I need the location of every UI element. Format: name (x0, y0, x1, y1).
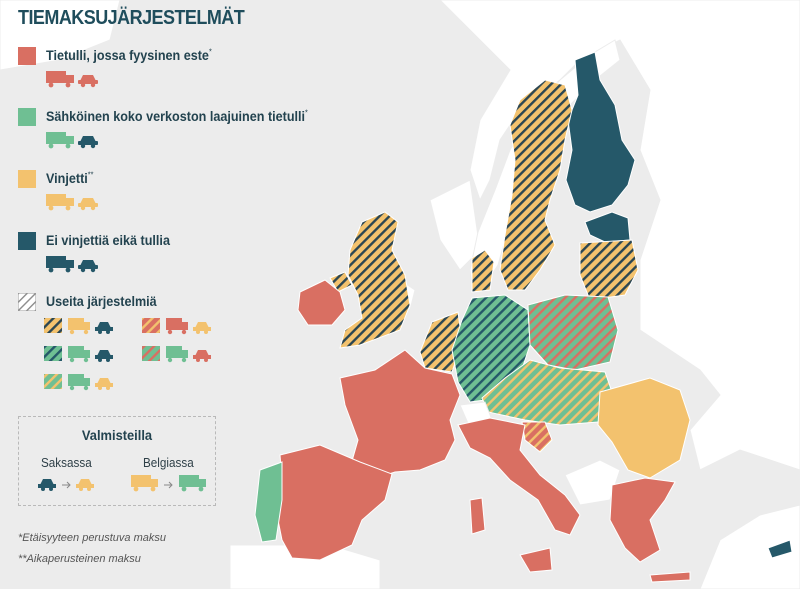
legend-label: Vinjetti (46, 170, 88, 186)
swatch-navy (18, 232, 36, 250)
legend-note: ** (87, 170, 94, 180)
germany-change-icon (38, 479, 94, 491)
country-portugal (254, 461, 283, 543)
combo-red (142, 318, 211, 335)
truck-car-icon (46, 71, 98, 88)
country-sicily (519, 547, 553, 573)
legend-note: * (305, 108, 308, 118)
footnote-distance: *Etäisyyteen perustuva maksu (18, 532, 166, 544)
country-sweden (499, 79, 573, 291)
country-benelux (419, 311, 463, 373)
swatch-green (18, 108, 36, 126)
country-finland (565, 51, 636, 213)
legend-label: Tietulli, jossa fyysinen este (46, 47, 209, 63)
country-cyprus (767, 539, 793, 559)
planned-box: Valmisteilla Saksassa Belgiassa (18, 416, 216, 506)
truck-car-icon (46, 194, 98, 211)
hatched-swatch (18, 293, 36, 311)
country-greece (609, 477, 676, 563)
legend-label: Sähköinen koko verkoston laajuinen tietu… (46, 108, 306, 124)
planned-title: Valmisteilla (81, 427, 153, 443)
belgium-label: Belgiassa (143, 455, 194, 470)
germany-label: Saksassa (41, 455, 92, 470)
truck-car-icon (46, 256, 98, 273)
combo-yellow (44, 318, 113, 335)
combo-green (44, 346, 113, 363)
swatch-yellow (18, 170, 36, 188)
swatch-red (18, 47, 36, 65)
legend-label: Useita järjestelmiä (46, 293, 157, 309)
truck-car-icon (46, 132, 98, 149)
combo-green-yellow (44, 374, 113, 391)
country-poland (527, 294, 619, 371)
country-ireland (297, 279, 346, 326)
country-france (339, 349, 461, 481)
combo-green-red (142, 346, 211, 363)
country-sardinia (469, 497, 486, 535)
page-title: TIEMAKSUJÄRJESTELMÄT (18, 7, 245, 29)
country-united-kingdom (339, 211, 411, 349)
country-croatia (521, 421, 553, 453)
country-crete (649, 571, 691, 583)
country-denmark (471, 249, 495, 293)
country-latvia-lithuania (579, 239, 639, 301)
country-italy (457, 417, 581, 536)
legend-note: * (208, 47, 212, 57)
belgium-change-icon (131, 475, 206, 492)
country-northern-ireland (329, 271, 353, 293)
multiple-combinations (44, 318, 211, 391)
legend-label: Ei vinjettiä eikä tullia (46, 232, 170, 248)
footnote-time: **Aikaperusteinen maksu (18, 553, 141, 565)
legend: TIEMAKSUJÄRJESTELMÄT Tietulli, jossa fyy… (0, 0, 330, 589)
country-romania-bulgaria (597, 377, 691, 479)
